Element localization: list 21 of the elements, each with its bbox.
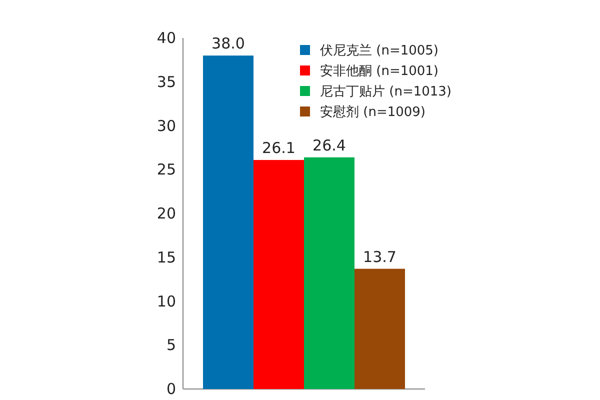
legend-label: 安非他酮 (n=1001) [320,63,438,79]
y-tick-label: 15 [156,248,176,266]
data-label: 26.4 [312,136,346,154]
legend-label: 伏尼克兰 (n=1005) [320,44,438,58]
y-tick-label: 10 [156,292,176,310]
y-tick-label: 40 [156,29,176,47]
legend-label: 安慰剂 (n=1009) [320,104,426,120]
y-tick-label: 0 [166,380,176,398]
bar [254,160,304,389]
y-tick-label: 30 [156,116,176,135]
bar [354,268,405,389]
bar [203,56,254,389]
y-tick-label: 35 [156,72,176,91]
y-tick-label: 20 [156,204,176,222]
data-label: 38.0 [212,34,245,53]
legend-label: 尼古丁贴片 (n=1013) [320,84,452,100]
data-label: 13.7 [363,248,396,266]
y-tick-label: 25 [156,160,176,179]
y-tick-label: 5 [166,336,176,354]
bar [304,157,354,389]
data-label: 26.1 [262,138,296,157]
